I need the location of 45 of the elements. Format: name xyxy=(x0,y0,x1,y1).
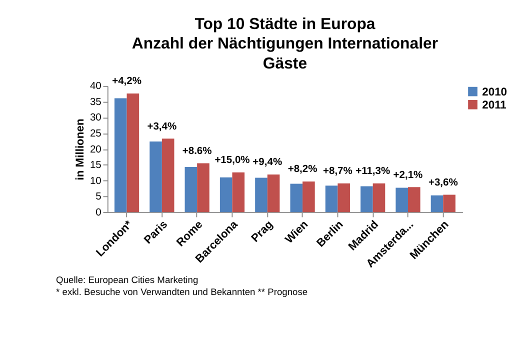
annotation: +11,3% xyxy=(356,166,390,178)
y-tick-label: 35 xyxy=(90,96,102,108)
bar xyxy=(255,178,268,212)
bar xyxy=(232,172,245,212)
bar xyxy=(430,195,444,212)
bar xyxy=(184,166,198,212)
bar xyxy=(220,177,232,212)
bar xyxy=(126,94,140,212)
bar xyxy=(197,163,210,212)
y-tick-label: 30 xyxy=(90,112,102,124)
legend-label: 2011 xyxy=(482,99,506,112)
bar xyxy=(372,183,386,212)
y-tick-label: 25 xyxy=(90,128,102,140)
annotation: +9,4% xyxy=(252,157,282,168)
annotation: +2,1% xyxy=(393,170,423,181)
y-tick-label: 5 xyxy=(96,192,102,203)
annotation: +3,6% xyxy=(428,177,458,188)
bar xyxy=(150,141,162,212)
annotation: +8.6% xyxy=(182,146,212,157)
bar xyxy=(290,184,303,212)
bar xyxy=(114,98,127,212)
annotation: +3,4% xyxy=(147,121,177,132)
bar xyxy=(360,186,373,212)
y-tick-label: 20 xyxy=(90,144,102,156)
bar xyxy=(162,138,174,212)
chart-title: Top 10 Städte in Europa Anzahl der Nächtigungen Internationaler Gäste xyxy=(132,16,438,72)
y-axis-title: in Millionen xyxy=(74,118,86,180)
y-tick-label: 40 xyxy=(90,81,102,92)
bar xyxy=(267,174,280,212)
bar xyxy=(443,194,456,212)
y-tick-label: 0 xyxy=(96,207,102,218)
bar xyxy=(408,187,420,212)
bar xyxy=(302,181,315,212)
source-note: Quelle: European Cities Marketing xyxy=(56,275,198,286)
legend-label: 2010 xyxy=(482,86,508,98)
y-tick-label: 15 xyxy=(90,160,102,172)
bar xyxy=(338,183,350,212)
annotation: +8,2% xyxy=(288,164,318,176)
y-tick-label: 10 xyxy=(90,176,102,187)
bar xyxy=(325,186,338,212)
annotation: +15,0% xyxy=(214,155,250,166)
bar xyxy=(396,188,408,212)
text: * exkl. Besuche von Verwandten und Bekannten ** Prognose xyxy=(56,287,308,298)
annotation: +4,2% xyxy=(112,76,142,88)
annotation: +8,7% xyxy=(322,166,352,178)
